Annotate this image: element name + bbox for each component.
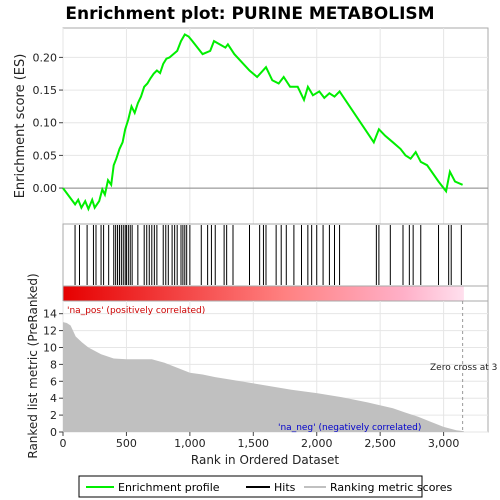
rank-color-bar: [63, 286, 464, 301]
enrichment-profile-line: [62, 33, 463, 212]
legend-label-hits: Hits: [274, 481, 296, 494]
x-axis-ticks: 0 500 1,000 1,500 2,000 2,500 3,000: [60, 432, 460, 450]
metric-tick-label: 10: [43, 341, 57, 354]
legend-label-metric: Ranking metric scores: [330, 481, 452, 494]
metric-y-ticks: 0 2 4 6 8 10 12 14: [43, 308, 63, 439]
x-tick-label: 2,000: [301, 437, 333, 450]
metric-y-axis-label: Ranked list metric (PreRanked): [26, 273, 40, 458]
pos-correlated-label: 'na_pos' (positively correlated): [67, 306, 205, 316]
es-tick-label: 0.05: [33, 149, 58, 162]
ranking-metric-area: [63, 322, 464, 432]
x-tick-label: 500: [116, 437, 137, 450]
hits-panel: [62, 223, 489, 287]
neg-correlated-label: 'na_neg' (negatively correlated): [278, 423, 421, 433]
x-tick-label: 1,500: [238, 437, 270, 450]
es-tick-label: 0.00: [33, 182, 58, 195]
legend-label-enrichment: Enrichment profile: [118, 481, 220, 494]
metric-tick-label: 12: [43, 325, 57, 338]
x-tick-label: 0: [60, 437, 67, 450]
es-y-ticks: 0.00 0.05 0.10 0.15 0.20: [33, 51, 63, 195]
zero-cross-label: Zero cross at 3: [430, 363, 497, 373]
x-tick-label: 1,000: [174, 437, 206, 450]
legend: Enrichment profile Hits Ranking metric s…: [78, 475, 452, 498]
metric-tick-label: 0: [50, 426, 57, 439]
x-tick-label: 2,500: [364, 437, 396, 450]
hits-marks: [74, 225, 462, 285]
es-tick-label: 0.20: [33, 51, 58, 64]
es-tick-label: 0.10: [33, 117, 58, 130]
metric-tick-label: 2: [50, 409, 57, 422]
metric-tick-label: 6: [50, 375, 57, 388]
x-axis-label: Rank in Ordered Dataset: [191, 453, 339, 467]
es-panel: 0.00 0.05 0.10 0.15 0.20 Enrichment score (E…: [13, 27, 489, 225]
metric-tick-label: 8: [50, 358, 57, 371]
chart-title: Enrichment plot: PURINE METABOLISM: [65, 4, 434, 24]
metric-tick-label: 4: [50, 392, 57, 405]
es-y-axis-label: Enrichment score (ES): [13, 54, 28, 199]
x-tick-label: 3,000: [428, 437, 460, 450]
es-tick-label: 0.15: [33, 84, 58, 97]
metric-tick-label: 14: [43, 308, 57, 321]
hits-plot-frame: [62, 223, 489, 287]
metric-panel: 0 2 4 6 8 10 12 14 'na_pos' (positively correla…: [26, 273, 497, 458]
es-plot-frame: [62, 27, 489, 225]
